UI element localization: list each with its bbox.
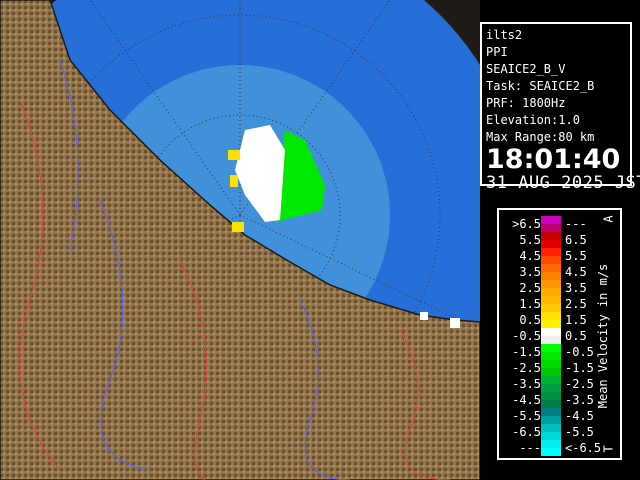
legend-row: -3.5 -2.5 <box>499 376 619 392</box>
legend-upper-value: 6.5 <box>565 233 587 247</box>
legend-upper-value: --- <box>565 217 587 231</box>
legend-lower-value: -6.5 <box>512 425 541 439</box>
legend-swatch <box>541 400 561 408</box>
legend-lower-value: 2.5 <box>519 281 541 295</box>
legend-row: -0.5 0.5 <box>499 328 619 344</box>
legend-swatch <box>541 344 561 352</box>
legend-lower-value: --- <box>519 441 541 455</box>
legend-swatch <box>541 416 561 424</box>
legend-swatch <box>541 288 561 296</box>
legend-upper-value: -1.5 <box>565 361 594 375</box>
legend-lower-value: -3.5 <box>512 377 541 391</box>
legend-upper-value: 2.5 <box>565 297 587 311</box>
legend-lower-value: 1.5 <box>519 297 541 311</box>
legend-row: -5.5 -4.5 <box>499 408 619 424</box>
product-type: PPI <box>486 45 508 59</box>
site-name: ilts2 <box>486 28 523 42</box>
legend-row: -2.5 -1.5 <box>499 360 619 376</box>
legend-swatch <box>541 368 561 376</box>
legend-lower-value: -5.5 <box>512 409 541 423</box>
scan-date: 31 AUG 2025 JST <box>486 173 640 193</box>
legend-swatch <box>541 392 561 400</box>
legend-swatch <box>541 424 561 432</box>
legend-swatch <box>541 328 561 336</box>
legend-upper-value: 1.5 <box>565 313 587 327</box>
variable-name: SEAICE2_B_V <box>486 62 566 76</box>
legend-upper-value: -5.5 <box>565 425 594 439</box>
legend-swatch <box>541 440 561 448</box>
legend-row: -4.5 -3.5 <box>499 392 619 408</box>
land-terrain <box>0 0 480 480</box>
legend-upper-value: 0.5 <box>565 329 587 343</box>
legend-lower-value: 5.5 <box>519 233 541 247</box>
legend-swatch <box>541 240 561 248</box>
legend-lower-value: 0.5 <box>519 313 541 327</box>
legend-upper-value: -4.5 <box>565 409 594 423</box>
legend-row: -1.5 -0.5 <box>499 344 619 360</box>
legend-swatch <box>541 448 561 456</box>
legend-row: 5.5 6.5 <box>499 232 619 248</box>
legend-upper-value: -0.5 <box>565 345 594 359</box>
legend-lower-value: >6.5 <box>512 217 541 231</box>
legend-upper-value: 4.5 <box>565 265 587 279</box>
land-shading <box>0 0 480 480</box>
legend-swatch <box>541 336 561 344</box>
legend-row: --- <-6.5 <box>499 440 619 456</box>
scan-info-panel: ilts2 PPI SEAICE2_B_V Task: SEAICE2_B PR… <box>480 22 640 193</box>
legend-row: 3.5 4.5 <box>499 264 619 280</box>
legend-row: 4.5 5.5 <box>499 248 619 264</box>
legend-swatch <box>541 232 561 240</box>
legend-row: 1.5 2.5 <box>499 296 619 312</box>
legend-lower-value: -2.5 <box>512 361 541 375</box>
legend-upper-value: -2.5 <box>565 377 594 391</box>
legend-lower-value: -0.5 <box>512 329 541 343</box>
legend-swatch <box>541 216 561 224</box>
legend-swatch <box>541 224 561 232</box>
legend-lower-value: 3.5 <box>519 265 541 279</box>
legend-row: 2.5 3.5 <box>499 280 619 296</box>
legend-swatch <box>541 264 561 272</box>
prf-value: PRF: 1800Hz <box>486 96 566 110</box>
legend-upper-value: <-6.5 <box>565 441 602 455</box>
legend-upper-value: 3.5 <box>565 281 587 295</box>
legend-swatch <box>541 304 561 312</box>
legend-swatch <box>541 432 561 440</box>
legend-swatch <box>541 352 561 360</box>
legend-row: -6.5 -5.5 <box>499 424 619 440</box>
legend-swatch <box>541 248 561 256</box>
legend-swatch <box>541 296 561 304</box>
scan-time: 18:01:40 <box>486 144 621 175</box>
legend-swatch <box>541 272 561 280</box>
legend-lower-value: -4.5 <box>512 393 541 407</box>
legend-swatch <box>541 312 561 320</box>
legend-swatch <box>541 280 561 288</box>
radar-echoes <box>228 125 460 328</box>
legend-swatch <box>541 376 561 384</box>
legend-lower-value: -1.5 <box>512 345 541 359</box>
legend-row: 0.5 1.5 <box>499 312 619 328</box>
task-name: Task: SEAICE2_B <box>486 79 595 93</box>
legend-upper-value: -3.5 <box>565 393 594 407</box>
legend-swatch <box>541 320 561 328</box>
legend-swatch <box>541 360 561 368</box>
legend-row: >6.5 --- <box>499 216 619 232</box>
elevation-value: Elevation:1.0 <box>486 113 580 127</box>
legend-swatch <box>541 384 561 392</box>
radar-ppi-map <box>0 0 480 480</box>
velocity-color-legend: A Mean Velocity in m/s T >6.5 --- 5.5 6.5 4.… <box>497 208 622 460</box>
rivers <box>19 59 451 480</box>
legend-lower-value: 4.5 <box>519 249 541 263</box>
legend-swatch <box>541 408 561 416</box>
max-range-value: Max Range:80 km <box>486 130 595 144</box>
legend-swatch <box>541 256 561 264</box>
legend-upper-value: 5.5 <box>565 249 587 263</box>
